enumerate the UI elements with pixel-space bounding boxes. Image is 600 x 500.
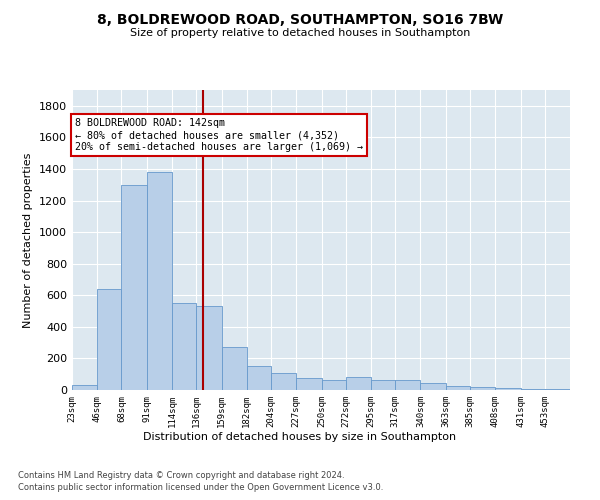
Text: Contains HM Land Registry data © Crown copyright and database right 2024.: Contains HM Land Registry data © Crown c… <box>18 471 344 480</box>
Bar <box>470 386 495 390</box>
Bar <box>446 386 470 390</box>
Bar <box>521 388 545 390</box>
Bar <box>395 380 421 390</box>
Bar <box>271 372 296 390</box>
Bar <box>172 303 196 390</box>
Bar <box>495 388 521 390</box>
Bar <box>196 306 221 390</box>
Text: Distribution of detached houses by size in Southampton: Distribution of detached houses by size … <box>143 432 457 442</box>
Bar <box>346 376 371 390</box>
Bar <box>147 172 172 390</box>
Text: Size of property relative to detached houses in Southampton: Size of property relative to detached ho… <box>130 28 470 38</box>
Bar <box>296 378 322 390</box>
Bar <box>545 388 570 390</box>
Bar <box>121 184 147 390</box>
Bar <box>247 366 271 390</box>
Text: 8 BOLDREWOOD ROAD: 142sqm
← 80% of detached houses are smaller (4,352)
20% of se: 8 BOLDREWOOD ROAD: 142sqm ← 80% of detac… <box>75 118 363 152</box>
Y-axis label: Number of detached properties: Number of detached properties <box>23 152 34 328</box>
Bar <box>322 380 346 390</box>
Bar <box>97 289 121 390</box>
Text: Contains public sector information licensed under the Open Government Licence v3: Contains public sector information licen… <box>18 484 383 492</box>
Bar <box>421 383 446 390</box>
Text: 8, BOLDREWOOD ROAD, SOUTHAMPTON, SO16 7BW: 8, BOLDREWOOD ROAD, SOUTHAMPTON, SO16 7B… <box>97 12 503 26</box>
Bar <box>221 348 247 390</box>
Bar <box>371 380 395 390</box>
Bar <box>72 386 97 390</box>
